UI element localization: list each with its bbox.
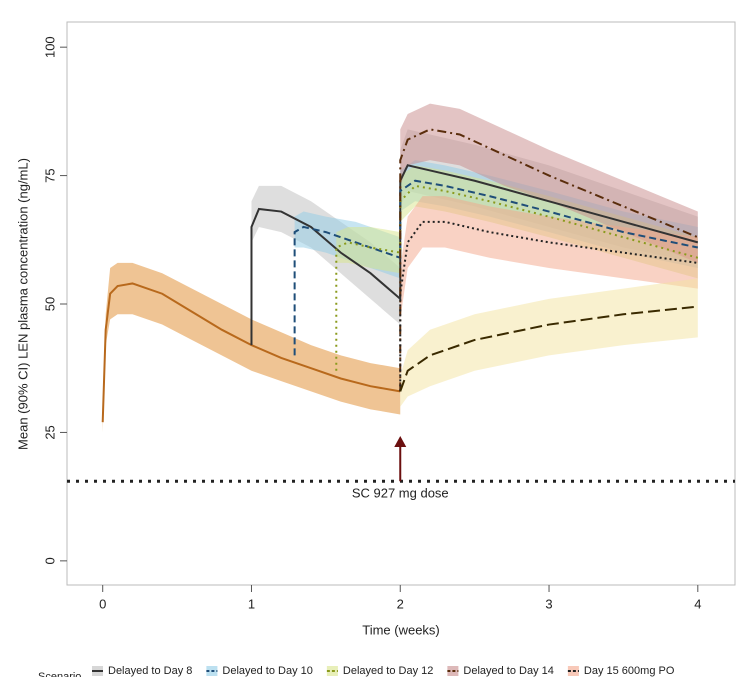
y-axis-title: Mean (90% CI) LEN plasma concentration (… xyxy=(15,158,30,450)
legend-label: Delayed to Day 12 xyxy=(343,665,434,677)
annotation: SC 927 mg dose xyxy=(352,486,449,501)
series-line xyxy=(250,164,699,346)
y-tick-label: 50 xyxy=(42,297,57,311)
ci-band xyxy=(400,278,698,407)
x-tick-label: 3 xyxy=(545,596,552,611)
legend-title: Scenario xyxy=(38,671,81,677)
y-tick-label: 25 xyxy=(42,425,57,439)
x-tick-label: 2 xyxy=(397,596,404,611)
y-tick-label: 100 xyxy=(42,36,57,58)
legend-label: Delayed to Day 10 xyxy=(222,665,313,677)
x-tick-label: 1 xyxy=(248,596,255,611)
ci-band xyxy=(400,196,698,407)
x-tick-label: 4 xyxy=(694,596,701,611)
x-axis-title: Time (weeks) xyxy=(362,622,440,637)
plot-frame xyxy=(66,21,736,586)
y-tick-label: 0 xyxy=(42,557,57,564)
series-line xyxy=(399,128,699,392)
legend-label: Delayed to Day 8 xyxy=(108,665,192,677)
series-line xyxy=(101,282,401,423)
x-tick-label: 0 xyxy=(99,596,106,611)
series-line xyxy=(399,305,698,392)
ci-band xyxy=(102,262,401,433)
legend-label: Delayed to Day 14 xyxy=(463,665,554,677)
ci-band xyxy=(400,103,698,407)
legend-label: Day 15 600mg PO xyxy=(584,665,675,677)
dose-arrowhead xyxy=(394,436,407,447)
y-tick-label: 75 xyxy=(42,168,57,182)
